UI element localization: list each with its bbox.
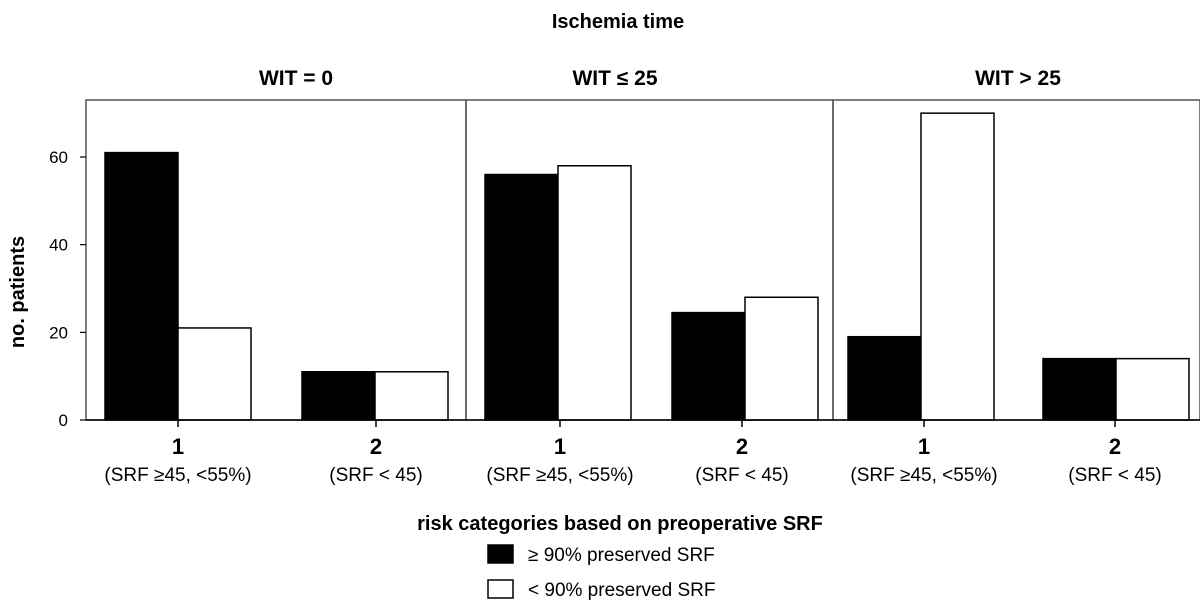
bar-panel1-cat1-series2: [177, 327, 252, 421]
legend: ≥ 90% preserved SRF < 90% preserved SRF: [487, 544, 715, 601]
x-tick-label-range: (SRF < 45): [329, 465, 422, 486]
x-tick-label-range: (SRF < 45): [1068, 465, 1161, 486]
bar-panel3-cat1-series2: [920, 112, 995, 421]
x-tick-label-range: (SRF ≥45, <55%): [104, 465, 251, 486]
bar-panel2-cat1-series2: [557, 165, 632, 421]
x-tick-label-number: 2: [1109, 434, 1121, 459]
panel-title: WIT ≤ 25: [572, 67, 657, 90]
bar-panel1-cat2-series1: [301, 371, 376, 421]
bar-panel2-cat2-series2: [744, 296, 819, 421]
x-tick-label-range: (SRF ≥45, <55%): [486, 465, 633, 486]
panel-title: WIT > 25: [975, 67, 1061, 90]
bar-panel2-cat2-series1: [671, 311, 746, 421]
bar-panel1-cat2-series2: [374, 371, 449, 421]
y-tick-label: 20: [49, 323, 68, 342]
bar-panel3-cat2-series1: [1042, 357, 1117, 421]
x-tick-label-number: 2: [736, 434, 748, 459]
bar-panel3-cat1-series1: [847, 335, 922, 421]
x-tick-label-number: 2: [370, 434, 382, 459]
legend-label-series-1: ≥ 90% preserved SRF: [528, 545, 715, 566]
bar-panel2-cat1-series1: [484, 173, 559, 421]
y-axis-label: no. patients: [7, 236, 29, 348]
bar-panel1-cat1-series1: [104, 151, 179, 421]
panel-1: WIT = 0 1 (SRF ≥45, <55%) 2 (SRF < 45): [85, 67, 467, 486]
y-tick-label: 0: [59, 411, 68, 430]
bar-panel3-cat2-series2: [1115, 357, 1190, 421]
x-tick-label-number: 1: [918, 434, 930, 459]
legend-swatch-series-1: [487, 544, 514, 564]
x-axis-label: risk categories based on preoperative SR…: [417, 513, 823, 535]
x-tick-label-number: 1: [172, 434, 184, 459]
x-tick-label-number: 1: [554, 434, 566, 459]
y-tick-label: 40: [49, 236, 68, 255]
panel-2: WIT ≤ 25 1 (SRF ≥45, <55%) 2 (SRF < 45): [465, 67, 834, 486]
panel-3: WIT > 25 1 (SRF ≥45, <55%) 2 (SRF < 45): [832, 67, 1200, 486]
chart-title: Ischemia time: [552, 11, 684, 33]
y-tick-label: 60: [49, 148, 68, 167]
panel-title: WIT = 0: [259, 67, 333, 90]
panels: WIT = 01(SRF ≥45, <55%)2(SRF < 45)WIT ≤ …: [85, 67, 1200, 486]
x-tick-label-range: (SRF ≥45, <55%): [850, 465, 997, 486]
y-axis-ticks: 0 20 40 60: [49, 148, 86, 430]
legend-label-series-2: < 90% preserved SRF: [528, 580, 715, 601]
legend-swatch-series-2: [487, 579, 514, 599]
x-tick-label-range: (SRF < 45): [695, 465, 788, 486]
